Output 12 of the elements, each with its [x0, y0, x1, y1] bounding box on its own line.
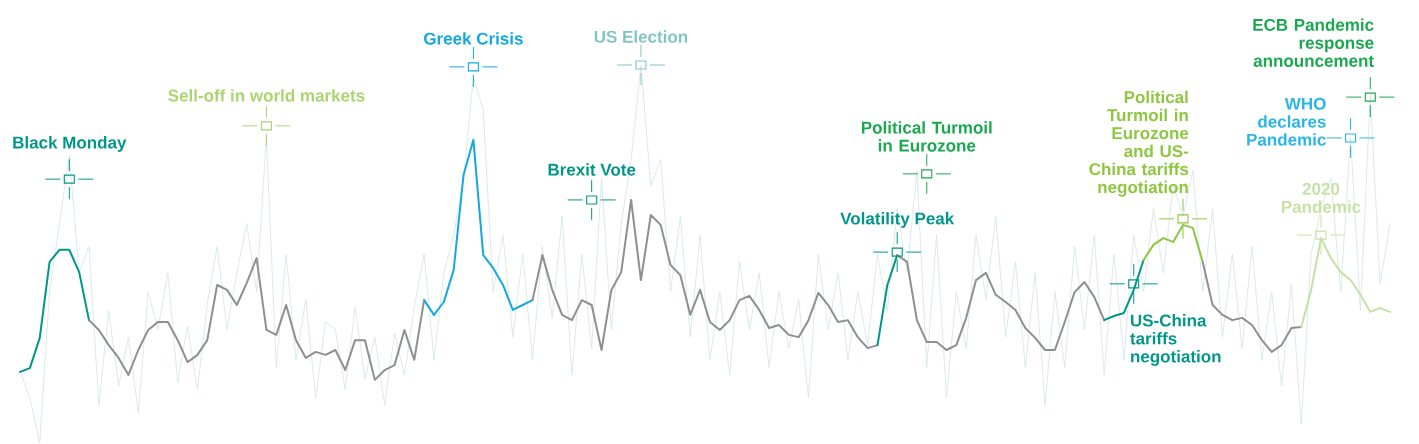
annotation: Political Turmoil in Eurozone: [861, 121, 992, 152]
annotation: Volatility Peak: [840, 212, 955, 228]
annotation: Sell-off in world markets: [168, 89, 365, 102]
annotation: ECB Pandemic response announcement: [1253, 18, 1374, 67]
annotation: US-China tariffs negotiation: [1130, 314, 1221, 366]
annotation: 2020 Pandemic: [1281, 182, 1361, 213]
annotation: Political Turmoil in Eurozone and US-China tariffs negotiation: [1089, 90, 1189, 197]
annotation: Black Monday: [13, 136, 127, 152]
annotation: Brexit Vote: [548, 163, 636, 176]
annotation: US Election: [594, 30, 688, 43]
annotation: WHO declares Pandemic: [1247, 97, 1326, 146]
annotation: Greek Crisis: [424, 32, 523, 45]
